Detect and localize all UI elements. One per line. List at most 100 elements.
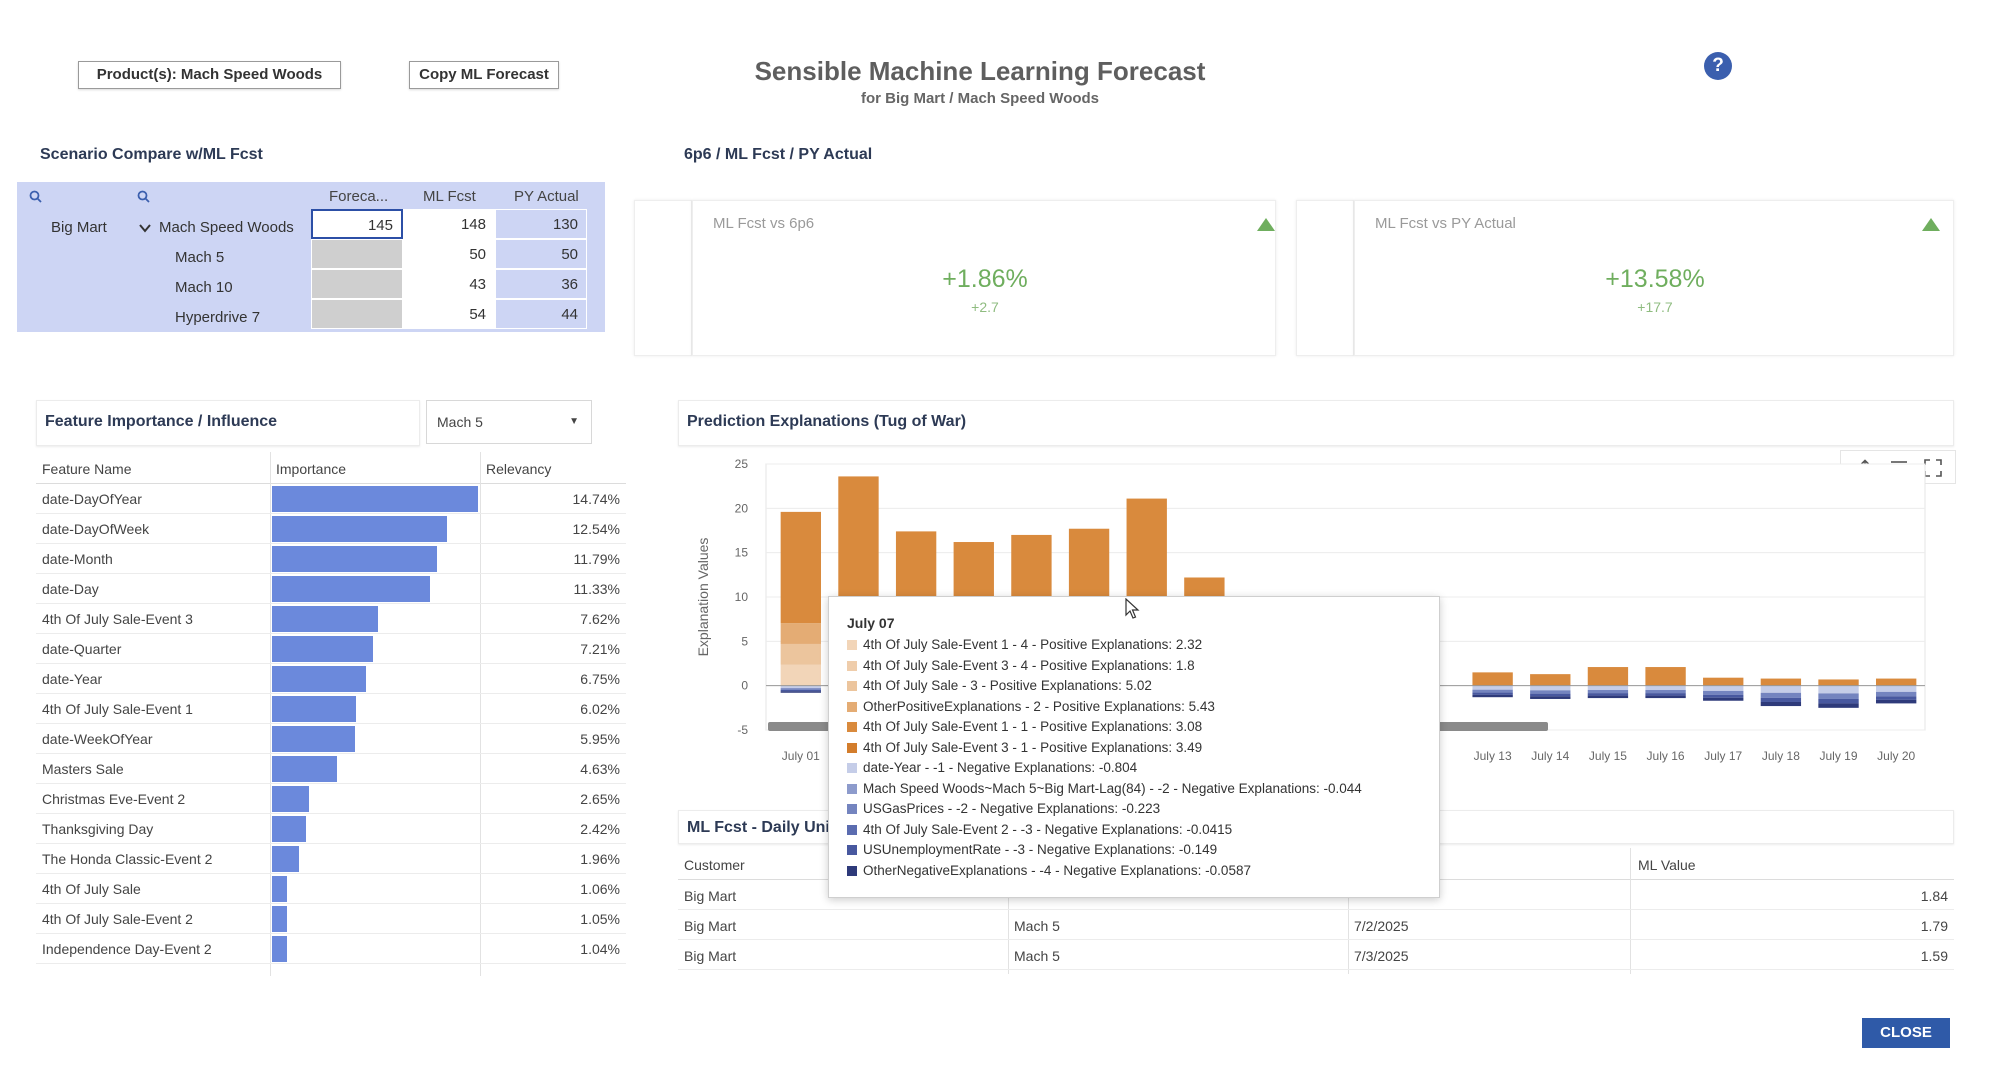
table-row[interactable]: 4th Of July Sale-Event 3 7.62% [36,604,626,634]
col-customer[interactable]: Customer [684,857,745,873]
table-row[interactable]: date-Quarter 7.21% [36,634,626,664]
tooltip-item: Mach Speed Woods~Mach 5~Big Mart-Lag(84)… [847,779,1439,800]
table-header: Feature Name Importance Relevancy [36,452,626,484]
product-dropdown[interactable]: Mach 5 ▼ [426,400,592,444]
caret-down-icon: ▼ [569,416,579,427]
help-icon[interactable]: ? [1704,52,1732,80]
products-button[interactable]: Product(s): Mach Speed Woods [78,61,341,89]
forecast-cell [311,269,403,299]
table-row[interactable]: 4th Of July Sale-Event 2 1.05% [36,904,626,934]
table-row[interactable]: Christmas Eve-Event 2 2.65% [36,784,626,814]
table-row[interactable]: date-Day 11.33% [36,574,626,604]
ml-fcst-cell: 54 [403,299,495,329]
tooltip-date: July 07 [847,615,895,631]
forecast-input[interactable]: 145 [311,209,403,239]
importance-bar [272,786,310,812]
x-tick-label: July 20 [1877,749,1915,763]
col-py-actual-header[interactable]: PY Actual [514,188,579,205]
kpi-value: +1.86% [942,265,1028,293]
tooltip-text: 4th Of July Sale-Event 2 - -3 - Negative… [863,821,1233,837]
tooltip-item: USGasPrices - -2 - Negative Explanations… [847,799,1439,820]
importance-bar [272,666,367,692]
table-row[interactable]: date-Year 6.75% [36,664,626,694]
table-row[interactable]: Independence Day-Event 2 1.04% [36,934,626,964]
feature-name-cell: Thanksgiving Day [42,821,154,837]
kpi-card-spacer [1296,200,1354,356]
search-icon[interactable] [137,190,151,204]
feature-name-cell: The Honda Classic-Event 2 [42,851,213,867]
column-divider [1008,848,1009,974]
tooltip-item: 4th Of July Sale-Event 2 - -3 - Negative… [847,820,1439,841]
table-row[interactable]: 4th Of July Sale 1.06% [36,874,626,904]
prediction-header: Prediction Explanations (Tug of War) [678,400,1954,446]
negative-bar [1818,703,1859,708]
col-ml-fcst-header[interactable]: ML Fcst [423,188,476,205]
table-row[interactable]: date-DayOfWeek 12.54% [36,514,626,544]
y-tick-label: -5 [737,723,748,737]
positive-bar [1818,679,1859,686]
feature-name-cell: date-WeekOfYear [42,731,153,747]
table-row[interactable]: Big Mart Mach 5 7/2/2025 1.79 [678,910,1954,940]
table-row[interactable]: Thanksgiving Day 2.42% [36,814,626,844]
importance-bar [272,516,448,542]
kpi-label: ML Fcst vs PY Actual [1375,215,1516,232]
negative-bar [1703,690,1744,695]
negative-bar [780,685,822,689]
x-tick-label: July 01 [782,749,820,763]
search-icon[interactable] [29,190,43,204]
ml-value-cell: 1.84 [1920,888,1948,904]
customer-cell: Big Mart [684,918,737,934]
negative-bar [780,688,822,690]
negative-bar [1472,694,1513,698]
table-row[interactable]: The Honda Classic-Event 2 1.96% [36,844,626,874]
importance-bar [272,846,300,872]
table-row[interactable]: Big Mart Mach 5 7/3/2025 1.59 [678,940,1954,970]
importance-bar [272,696,357,722]
legend-swatch [847,804,857,814]
relevancy-cell: 6.75% [580,671,620,687]
kpi-label: ML Fcst vs 6p6 [713,215,815,232]
importance-bar [272,876,287,902]
negative-bar [780,691,822,693]
y-tick-label: 10 [735,590,749,604]
negative-bar [1587,695,1629,699]
column-divider [1348,848,1349,974]
up-arrow-icon [1922,218,1940,231]
negative-bar [1472,692,1513,695]
importance-bar [272,636,373,662]
importance-bar [272,756,337,782]
legend-swatch [847,845,857,855]
chevron-down-icon[interactable] [138,222,152,234]
copy-ml-forecast-button[interactable]: Copy ML Forecast [409,61,559,89]
feature-name-cell: date-Day [42,581,99,597]
col-importance[interactable]: Importance [276,461,347,477]
relevancy-cell: 11.79% [573,551,620,567]
x-tick-label: July 14 [1531,749,1569,763]
col-forecast-header[interactable]: Foreca... [329,188,389,205]
col-ml-value[interactable]: ML Value [1638,857,1696,873]
relevancy-cell: 11.33% [573,581,620,597]
relevancy-cell: 6.02% [580,701,620,717]
table-row[interactable]: Masters Sale 4.63% [36,754,626,784]
product-cell: Mach 5 [1014,918,1060,934]
col-relevancy[interactable]: Relevancy [486,461,552,477]
table-row[interactable]: date-DayOfYear 14.74% [36,484,626,514]
positive-bar [1530,674,1571,686]
col-feature-name[interactable]: Feature Name [42,461,132,477]
close-button[interactable]: CLOSE [1862,1018,1950,1048]
feature-name-cell: Independence Day-Event 2 [42,941,212,957]
page-subtitle: for Big Mart / Mach Speed Woods [860,90,1100,107]
table-row[interactable]: 4th Of July Sale-Event 1 6.02% [36,694,626,724]
column-divider [1630,848,1631,974]
feature-name-cell: date-DayOfYear [42,491,142,507]
table-row[interactable]: Big Mart 1.84 [678,880,1954,910]
date-cell: 7/3/2025 [1354,948,1409,964]
table-row[interactable]: date-WeekOfYear 5.95% [36,724,626,754]
y-tick-label: 0 [741,679,748,693]
tooltip-text: OtherPositiveExplanations - 2 - Positive… [863,698,1215,714]
importance-bar [272,906,287,932]
legend-swatch [847,701,857,712]
daily-table: Customer ML Value Big Mart 1.84 Big Mart… [678,848,1954,974]
table-row[interactable]: date-Month 11.79% [36,544,626,574]
ml-value-cell: 1.79 [1920,918,1948,934]
